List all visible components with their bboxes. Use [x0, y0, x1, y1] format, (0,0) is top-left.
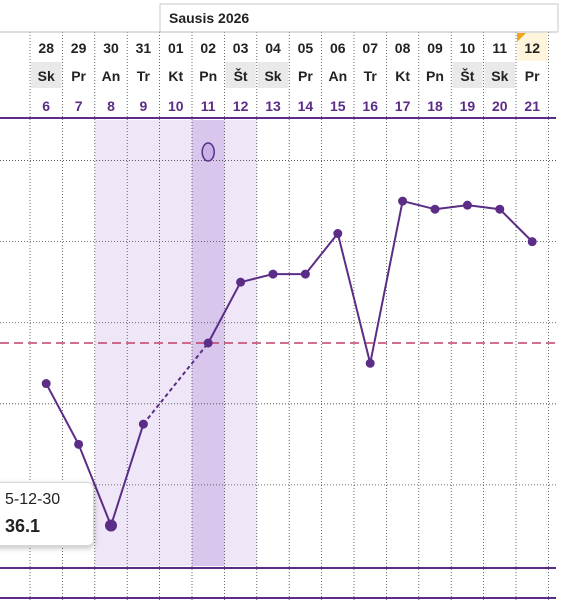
- data-point[interactable]: [236, 277, 246, 287]
- date-label: 01: [168, 40, 184, 56]
- series-segment: [77, 443, 112, 526]
- cycle-day-label: 10: [168, 98, 184, 114]
- data-point[interactable]: [430, 204, 440, 214]
- weekend-cell: [257, 62, 289, 88]
- date-label: 03: [233, 40, 249, 56]
- date-header-row: 28 Sk 6 29 Pr 7 30 An 8 31 Tr 9 01 Kt 10 02 Pn 11 03 Št 12 04…: [0, 31, 556, 119]
- data-point[interactable]: [462, 200, 472, 210]
- cycle-day-label: 20: [492, 98, 508, 114]
- weekday-label: Pr: [298, 68, 313, 84]
- cycle-day-label: 8: [107, 98, 115, 114]
- month-header: [159, 3, 559, 33]
- weekday-label: Sk: [264, 68, 281, 84]
- date-label: 10: [460, 40, 476, 56]
- weekday-label: Sk: [491, 68, 508, 84]
- cycle-day-label: 19: [460, 98, 476, 114]
- date-label: 06: [330, 40, 346, 56]
- weekday-label: Pn: [426, 68, 444, 84]
- data-point[interactable]: [203, 338, 213, 348]
- data-point[interactable]: [495, 204, 505, 214]
- weekday-label: Št: [460, 67, 474, 84]
- cycle-day-label: 16: [362, 98, 378, 114]
- date-label: 09: [427, 40, 443, 56]
- date-label: 05: [298, 40, 314, 56]
- data-point[interactable]: [365, 358, 375, 368]
- weekday-label: Kt: [395, 68, 410, 84]
- series-segment: [402, 200, 436, 211]
- series-segment: [110, 423, 145, 526]
- weekday-label: Sk: [38, 68, 55, 84]
- data-point[interactable]: [398, 196, 408, 206]
- weekday-label: Tr: [137, 68, 151, 84]
- series-segment: [45, 383, 80, 445]
- weekday-label: Pr: [525, 68, 540, 84]
- today-cell: [517, 33, 548, 61]
- weekday-label: Pr: [71, 68, 86, 84]
- series-segment: [499, 208, 533, 243]
- cycle-day-label: 12: [233, 98, 249, 114]
- chart-grid: [0, 32, 556, 600]
- date-label: 30: [103, 40, 119, 56]
- date-label: 11: [492, 40, 507, 56]
- cycle-day-label: 15: [330, 98, 346, 114]
- month-label: Sausis 2026: [169, 10, 249, 26]
- series-segment: [467, 204, 500, 211]
- date-label: 28: [38, 40, 54, 56]
- data-point[interactable]: [268, 269, 278, 279]
- interpolated-segment: [142, 342, 209, 425]
- weekday-label: Tr: [364, 68, 378, 84]
- temperature-series: [41, 196, 537, 532]
- date-label: 12: [524, 40, 540, 56]
- series-segment: [336, 233, 372, 364]
- date-label: 08: [395, 40, 411, 56]
- weekend-cell: [225, 62, 256, 88]
- cycle-day-label: 18: [427, 98, 443, 114]
- date-label: 02: [200, 40, 216, 56]
- data-point[interactable]: [74, 439, 84, 449]
- tooltip-value: 36.1: [5, 516, 41, 536]
- cycle-day-label: 7: [75, 98, 83, 114]
- egg-icon: [201, 142, 215, 162]
- cycle-day-label: 21: [524, 98, 540, 114]
- date-label: 04: [265, 40, 281, 56]
- cycle-day-label: 13: [265, 98, 281, 114]
- weekend-cell: [31, 62, 62, 88]
- weekday-label: An: [328, 68, 347, 84]
- series-segment: [304, 232, 339, 275]
- cycle-day-label: 11: [201, 98, 216, 114]
- cycle-day-label: 9: [140, 98, 148, 114]
- data-point[interactable]: [138, 419, 148, 429]
- data-point[interactable]: [300, 269, 310, 279]
- weekend-cell: [484, 62, 515, 88]
- series-segment: [369, 200, 404, 364]
- today-marker: [517, 33, 526, 42]
- data-point[interactable]: [333, 229, 343, 239]
- weekday-label: An: [102, 68, 121, 84]
- weekday-label: Kt: [168, 68, 183, 84]
- series-segment: [240, 273, 274, 284]
- weekend-cell: [452, 62, 483, 88]
- cycle-day-label: 6: [42, 98, 50, 114]
- weekday-label: Pn: [199, 68, 217, 84]
- data-point[interactable]: [41, 379, 51, 389]
- cycle-day-label: 17: [395, 98, 411, 114]
- date-label: 31: [136, 40, 152, 56]
- weekday-label: Št: [234, 67, 248, 84]
- data-tooltip: 5-12-30 36.1: [0, 482, 94, 546]
- date-label: 07: [362, 40, 378, 56]
- data-point[interactable]: [527, 237, 537, 247]
- date-label: 29: [71, 40, 87, 56]
- data-point[interactable]: [105, 519, 117, 532]
- series-segment: [434, 204, 468, 211]
- series-segment: [207, 281, 242, 344]
- ovulation-marker: [201, 142, 215, 162]
- cycle-day-label: 14: [298, 98, 314, 114]
- tooltip-date: 5-12-30: [5, 491, 61, 508]
